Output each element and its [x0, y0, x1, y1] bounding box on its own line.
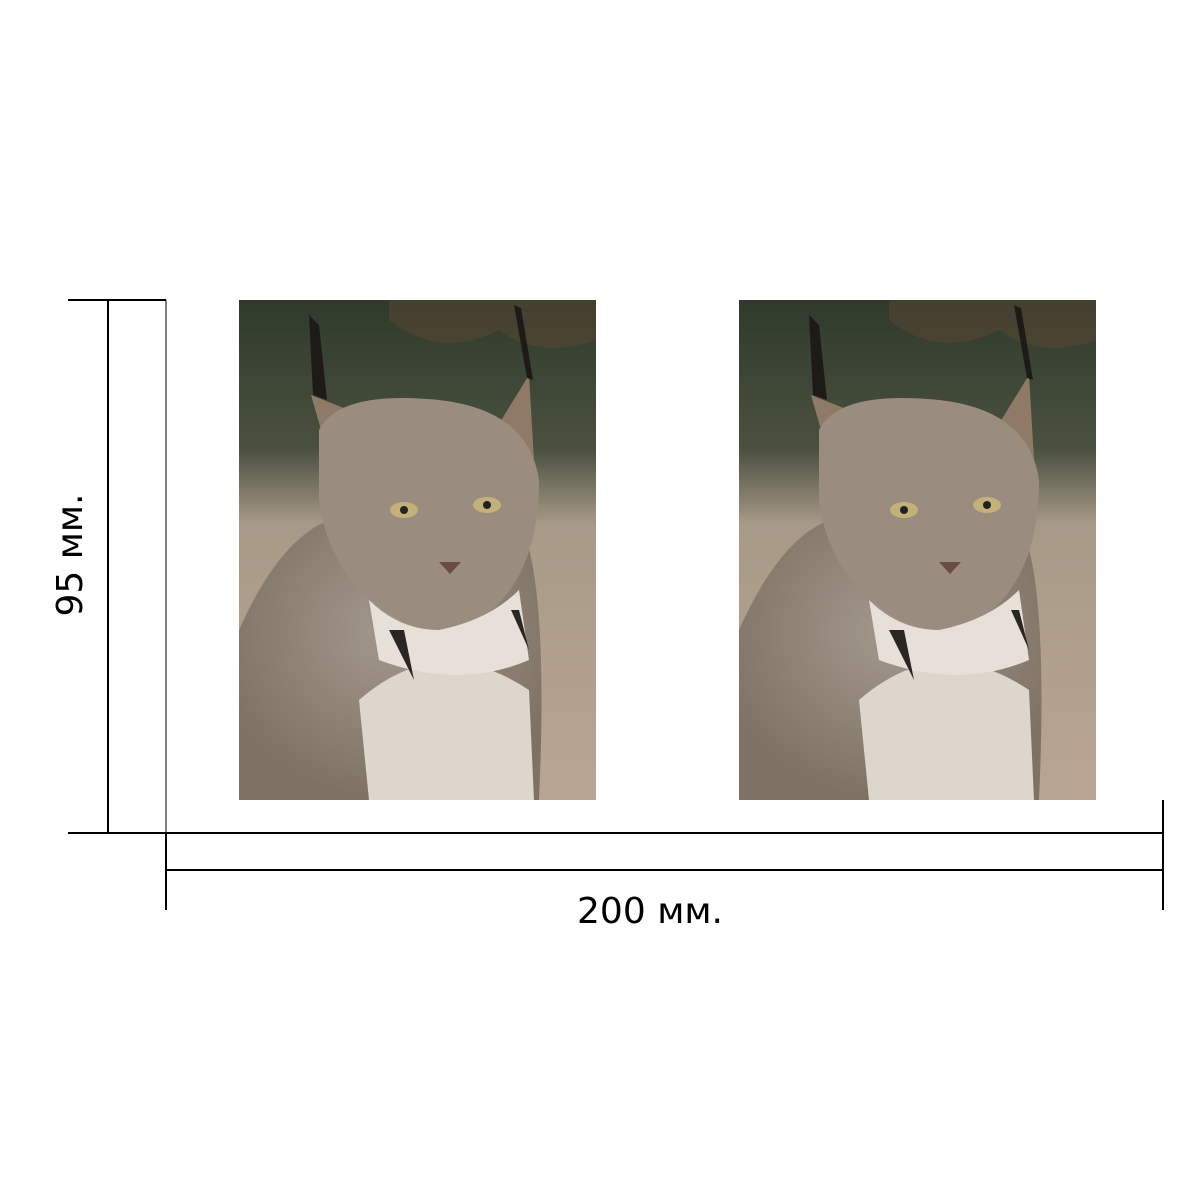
width-label: 200 мм. [577, 891, 723, 932]
photo-right [739, 300, 1096, 800]
height-label: 95 мм. [50, 493, 91, 616]
photo-left [239, 300, 596, 800]
